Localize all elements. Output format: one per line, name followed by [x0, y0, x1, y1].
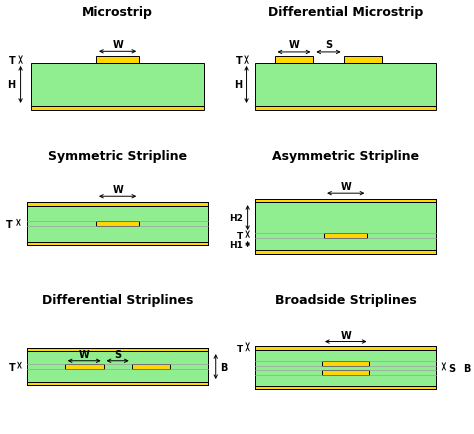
Text: H1: H1 [229, 240, 243, 249]
Bar [27, 242, 208, 246]
Text: T: T [9, 56, 15, 66]
Bar [255, 107, 436, 110]
Bar [255, 64, 436, 107]
Bar [27, 203, 208, 206]
Text: W: W [340, 330, 351, 340]
Bar [96, 57, 139, 64]
Text: T: T [9, 362, 15, 372]
Title: Differential Striplines: Differential Striplines [42, 293, 193, 306]
Bar [274, 57, 313, 64]
Bar [27, 348, 208, 351]
Text: W: W [340, 182, 351, 192]
Bar [322, 370, 369, 375]
Bar [255, 350, 436, 386]
Bar [344, 57, 383, 64]
Title: Broadside Striplines: Broadside Striplines [275, 293, 417, 306]
Text: H: H [7, 80, 15, 90]
Title: Differential Microstrip: Differential Microstrip [268, 6, 423, 19]
Bar [255, 347, 436, 350]
Bar [96, 221, 139, 227]
Bar [27, 351, 208, 382]
Bar [132, 364, 171, 369]
Text: B: B [220, 362, 228, 372]
Bar [324, 233, 367, 238]
Bar [31, 107, 204, 110]
Text: T: T [237, 231, 243, 240]
Bar [31, 64, 204, 107]
Title: Microstrip: Microstrip [82, 6, 153, 19]
Bar [27, 348, 208, 385]
Bar [27, 206, 208, 242]
Bar [322, 361, 369, 366]
Text: T: T [237, 344, 243, 353]
Text: W: W [79, 349, 90, 359]
Bar [65, 364, 104, 369]
Text: T: T [6, 219, 13, 229]
Text: H2: H2 [229, 214, 243, 223]
Bar [27, 203, 208, 246]
Text: W: W [289, 40, 300, 50]
Text: S: S [114, 349, 121, 359]
Text: T: T [236, 56, 242, 66]
Text: W: W [112, 40, 123, 50]
Title: Asymmetric Stripline: Asymmetric Stripline [272, 149, 419, 162]
Text: W: W [112, 185, 123, 195]
Bar [255, 199, 436, 203]
Bar [255, 347, 436, 389]
Bar [255, 199, 436, 254]
Bar [27, 382, 208, 385]
Text: S: S [325, 40, 332, 50]
Bar [255, 251, 436, 254]
Text: B: B [463, 363, 471, 373]
Text: S: S [448, 363, 456, 373]
Bar [255, 386, 436, 389]
Bar [255, 203, 436, 251]
Title: Symmetric Stripline: Symmetric Stripline [48, 149, 187, 162]
Text: H: H [234, 80, 242, 90]
